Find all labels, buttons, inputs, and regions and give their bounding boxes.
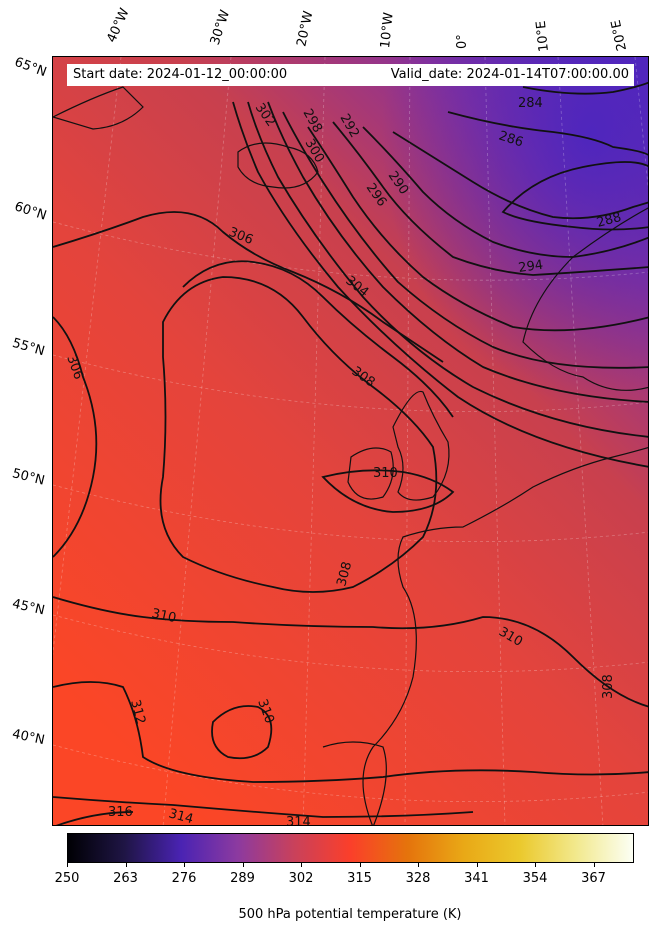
lon-label-10e: 10°E	[533, 19, 552, 53]
temperature-map: 284 286 288 290 292 294 296 298 300 302 …	[53, 57, 648, 826]
coastline-scandinavia	[522, 207, 648, 391]
colorbar-tickmark	[593, 863, 595, 867]
isentrope-310-c	[211, 705, 273, 760]
colorbar-tickmark	[67, 863, 68, 867]
parallel-45n	[53, 614, 648, 673]
contour-label-308-b: 308	[334, 560, 355, 588]
colorbar-tick-label: 289	[230, 871, 255, 886]
parallel-55n	[53, 354, 648, 413]
colorbar-tickmark	[535, 863, 536, 867]
coastline-iberia	[322, 741, 387, 825]
isentrope-310-b	[53, 596, 648, 708]
parallel-60n	[53, 221, 648, 281]
colorbar-tick-label: 302	[288, 871, 314, 886]
lon-label-20e: 20°E	[608, 18, 630, 53]
coastline-ireland	[347, 447, 394, 500]
colorbar-tickmark	[242, 863, 244, 867]
contour-label-286: 286	[497, 129, 525, 151]
colorbar-tick-label: 328	[405, 871, 431, 886]
contour-label-284: 284	[518, 96, 543, 111]
coastlines	[53, 86, 648, 825]
colorbar-tickmark	[301, 863, 302, 867]
isentrope-290	[362, 126, 648, 258]
map-panel: 284 286 288 290 292 294 296 298 300 302 …	[52, 56, 649, 826]
lat-label-60n: 60°N	[12, 199, 49, 224]
start-date-label: Start date: 2024-01-12_00:00:00	[73, 67, 288, 82]
colorbar-tick-label: 250	[54, 871, 80, 886]
colorbar	[67, 833, 634, 863]
isentrope-306-b	[182, 260, 454, 418]
lat-label-45n: 45°N	[10, 596, 47, 619]
colorbar-tick-label: 276	[171, 871, 197, 886]
contour-label-310-b: 310	[150, 606, 177, 626]
contour-label-316: 316	[108, 805, 133, 820]
isentrope-306	[53, 316, 98, 558]
colorbar-tickmark	[125, 863, 127, 867]
meridian-10e	[557, 57, 604, 825]
isentrope-288	[392, 131, 648, 220]
lon-label-0: 0°	[455, 34, 470, 49]
isentrope-308	[159, 276, 438, 593]
colorbar-label: 500 hPa potential temperature (K)	[238, 907, 462, 922]
isentrope-298	[267, 101, 648, 403]
contour-label-308-c: 308	[601, 674, 616, 699]
coastline-greenland	[53, 86, 144, 130]
coastline-europe	[362, 446, 648, 825]
contour-label-294: 294	[517, 258, 544, 276]
isentrope-310	[321, 469, 455, 513]
graticule	[53, 57, 648, 825]
colorbar-tick-label: 315	[347, 871, 372, 886]
colorbar-tick-label: 354	[522, 871, 548, 886]
isentrope-302	[232, 101, 648, 468]
isentrope-304	[53, 211, 444, 363]
colorbar-tickmark	[359, 863, 361, 867]
lat-label-65n: 65°N	[12, 54, 49, 81]
meridian-10w	[404, 57, 411, 825]
colorbar-tick-label: 263	[113, 871, 138, 886]
date-banner: Start date: 2024-01-12_00:00:00 Valid_da…	[67, 64, 634, 86]
coastline-britain	[392, 390, 450, 501]
lat-label-55n: 55°N	[10, 335, 47, 360]
colorbar-tick-label: 341	[464, 871, 489, 886]
valid-date-label: Valid_date: 2024-01-14T07:00:00.00	[390, 67, 629, 82]
isentrope-300	[247, 101, 648, 438]
lon-label-30w: 30°W	[207, 8, 234, 47]
coastline-iceland	[237, 142, 319, 189]
isentrope-284	[522, 81, 648, 95]
isentrope-312	[53, 681, 648, 783]
meridian-0	[484, 57, 506, 825]
isentrope-296	[282, 111, 648, 369]
meridian-30w	[162, 57, 232, 825]
contour-label-310: 310	[373, 466, 398, 481]
lat-label-50n: 50°N	[10, 466, 47, 489]
lon-label-20w: 20°W	[294, 9, 317, 48]
lon-label-40w: 40°W	[104, 6, 133, 46]
meridian-20w	[302, 57, 326, 825]
parallel-40n	[53, 744, 648, 803]
isentrope-292	[332, 121, 648, 276]
contour-label-312: 312	[127, 698, 148, 726]
colorbar-tickmark	[184, 863, 185, 867]
contour-label-314-b: 314	[286, 815, 311, 826]
contour-label-288: 288	[595, 210, 623, 231]
isentrope-316	[55, 811, 134, 825]
isentropes	[53, 81, 648, 825]
parallel-50n	[53, 484, 648, 543]
isentrope-286	[447, 111, 648, 156]
isentrope-294	[307, 126, 648, 332]
colorbar-tickmark	[418, 863, 419, 867]
lat-label-40n: 40°N	[10, 726, 46, 749]
contour-label-314: 314	[167, 806, 195, 826]
lon-label-10w: 10°W	[378, 11, 397, 50]
colorbar-tick-label: 367	[581, 871, 606, 886]
colorbar-tickmark	[476, 863, 478, 867]
isentrope-314	[53, 796, 474, 818]
isentrope-cold-core	[501, 161, 648, 231]
